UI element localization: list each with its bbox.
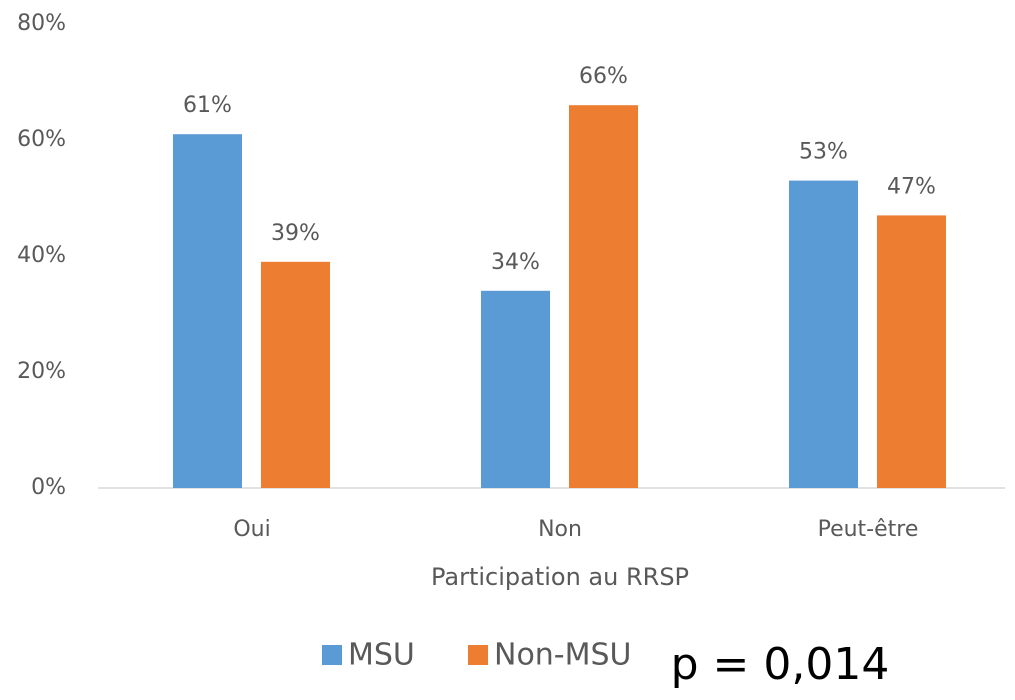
x-axis-label: Participation au RRSP	[431, 563, 689, 591]
y-tick-label: 60%	[17, 127, 66, 152]
y-tick-label: 20%	[17, 359, 66, 384]
y-tick-label: 40%	[17, 243, 66, 268]
legend-label: MSU	[348, 638, 415, 673]
bar	[261, 261, 330, 488]
bar	[877, 215, 946, 488]
legend-swatch	[468, 645, 488, 665]
value-label: 47%	[887, 174, 936, 199]
bar	[569, 105, 638, 488]
legend-swatch	[322, 645, 342, 665]
x-tick-label: Oui	[233, 517, 270, 542]
value-label: 39%	[271, 221, 320, 246]
bar	[481, 290, 550, 488]
bar	[789, 180, 858, 488]
x-tick-label: Peut-être	[818, 517, 919, 542]
value-label: 53%	[799, 140, 848, 165]
y-tick-label: 0%	[31, 475, 66, 500]
value-label: 61%	[183, 93, 232, 118]
value-label: 34%	[491, 250, 540, 275]
value-label: 66%	[579, 64, 628, 89]
bar	[173, 134, 242, 488]
y-tick-label: 80%	[17, 11, 66, 36]
legend-label: Non-MSU	[494, 638, 632, 673]
x-tick-label: Non	[538, 517, 582, 542]
annotation: p = 0,014	[671, 639, 890, 690]
